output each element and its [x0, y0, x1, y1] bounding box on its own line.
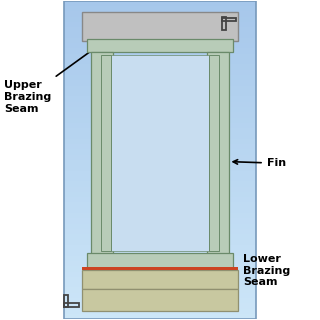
- Bar: [64, 70, 256, 75]
- Bar: [64, 6, 256, 11]
- Bar: [64, 295, 68, 307]
- Bar: [64, 128, 256, 133]
- Text: Lower
Brazing
Seam: Lower Brazing Seam: [174, 254, 290, 287]
- Bar: [64, 224, 256, 229]
- Bar: [209, 55, 219, 251]
- Bar: [82, 267, 238, 270]
- Bar: [64, 187, 256, 192]
- Bar: [64, 213, 256, 219]
- Bar: [64, 298, 256, 303]
- Bar: [64, 144, 256, 149]
- Bar: [64, 96, 256, 101]
- Bar: [64, 266, 256, 271]
- Bar: [64, 38, 256, 43]
- Bar: [64, 86, 256, 91]
- Bar: [111, 55, 209, 251]
- Bar: [64, 33, 256, 38]
- Bar: [207, 52, 228, 254]
- Bar: [64, 49, 256, 54]
- Bar: [92, 52, 113, 254]
- Bar: [64, 282, 256, 287]
- Bar: [64, 234, 256, 240]
- Bar: [64, 219, 256, 224]
- Bar: [64, 22, 256, 27]
- Bar: [64, 11, 256, 17]
- Bar: [64, 203, 256, 208]
- Bar: [64, 277, 256, 282]
- Bar: [64, 176, 256, 181]
- Bar: [64, 17, 256, 22]
- Bar: [64, 149, 256, 155]
- Text: Upper
Brazing
Seam: Upper Brazing Seam: [4, 46, 97, 114]
- Bar: [64, 293, 256, 298]
- Bar: [64, 75, 256, 80]
- Bar: [64, 303, 79, 307]
- Bar: [87, 39, 233, 52]
- Bar: [64, 107, 256, 112]
- Bar: [64, 287, 256, 293]
- Bar: [64, 314, 256, 319]
- Bar: [64, 160, 256, 165]
- Bar: [82, 289, 238, 311]
- Bar: [64, 91, 256, 96]
- Bar: [222, 17, 226, 30]
- Bar: [64, 271, 256, 277]
- Bar: [64, 1, 256, 319]
- Bar: [82, 270, 238, 289]
- Bar: [101, 55, 111, 251]
- Bar: [64, 250, 256, 256]
- Bar: [64, 117, 256, 123]
- Bar: [64, 27, 256, 33]
- Bar: [64, 181, 256, 187]
- Bar: [64, 245, 256, 250]
- Bar: [64, 139, 256, 144]
- Bar: [64, 171, 256, 176]
- Bar: [64, 197, 256, 203]
- Bar: [64, 112, 256, 117]
- Bar: [64, 229, 256, 234]
- Bar: [87, 253, 233, 268]
- Bar: [64, 240, 256, 245]
- Bar: [64, 80, 256, 86]
- Bar: [64, 309, 256, 314]
- Bar: [64, 155, 256, 160]
- Bar: [64, 208, 256, 213]
- Bar: [64, 1, 256, 6]
- Bar: [64, 192, 256, 197]
- Bar: [222, 18, 236, 21]
- Bar: [82, 12, 238, 41]
- Bar: [64, 261, 256, 266]
- Text: Fin: Fin: [233, 158, 286, 168]
- Bar: [64, 123, 256, 128]
- Bar: [64, 303, 256, 309]
- Bar: [64, 133, 256, 139]
- Bar: [64, 256, 256, 261]
- Bar: [64, 101, 256, 107]
- Bar: [64, 59, 256, 64]
- Bar: [64, 64, 256, 70]
- Bar: [64, 43, 256, 49]
- Bar: [64, 54, 256, 59]
- Bar: [64, 165, 256, 171]
